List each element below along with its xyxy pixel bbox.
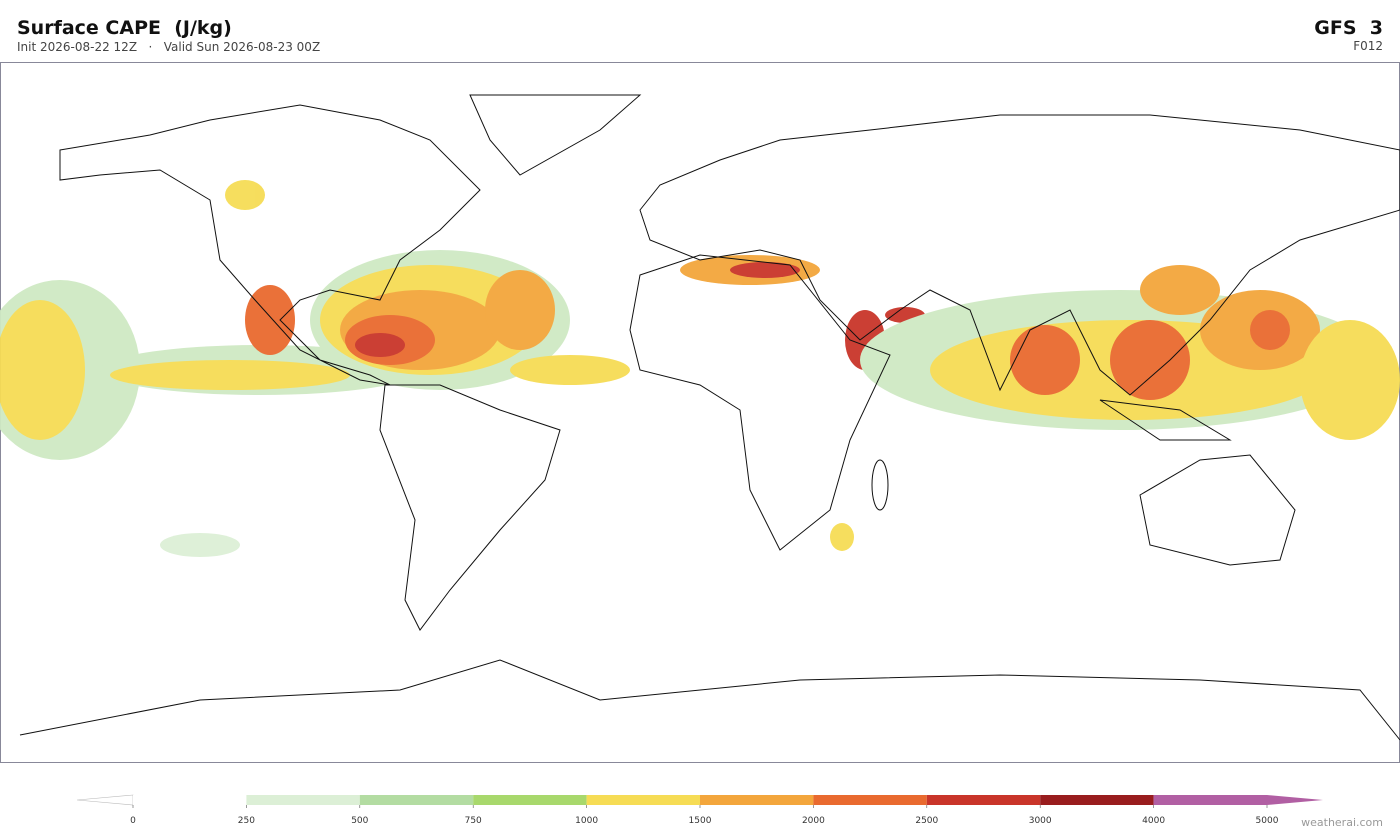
colorbar-segment [586,795,700,805]
colorbar-tick-label: 3000 [1029,816,1052,826]
colorbar: 0 250 500 750 1000 1500 2000 2500 3000 4000 5000 [76,794,1323,826]
colorbar-segment [813,795,927,805]
colorbar-tick-label: 2500 [915,816,938,826]
colorbar-tick-label: 0 [130,816,136,826]
colorbar-tick-label: 1500 [689,816,712,826]
colorbar-segment [359,795,474,805]
colorbar-over [1267,795,1323,805]
colorbar-tick-label: 1000 [575,816,598,826]
colorbar-segment [1040,795,1154,805]
colorbar-segment [700,795,814,805]
colorbar-tick-label: 500 [351,816,368,826]
map [0,62,1400,763]
model-name: GFS 3 [1314,17,1383,39]
colorbar-tick-label: 5000 [1256,816,1279,826]
forecast-hour: F012 [1353,39,1383,53]
watermark: weatherai.com [1301,816,1383,829]
cape-field [0,180,1400,557]
colorbar-segment [246,795,360,805]
colorbar-segment [1153,795,1267,805]
subtitle: Init 2026-08-22 12Z · Valid Sun 2026-08-… [17,40,320,54]
colorbar-segment [473,795,587,805]
colorbar-segment [133,795,247,805]
coastlines [19,94,1400,741]
colorbar-tick-label: 4000 [1142,816,1165,826]
colorbar-under [76,794,134,806]
colorbar-tick-label: 2000 [802,816,825,826]
title: Surface CAPE (J/kg) [17,17,232,39]
colorbar-tick-label: 750 [465,816,482,826]
colorbar-segment [926,795,1041,805]
colorbar-tick-label: 250 [238,816,255,826]
